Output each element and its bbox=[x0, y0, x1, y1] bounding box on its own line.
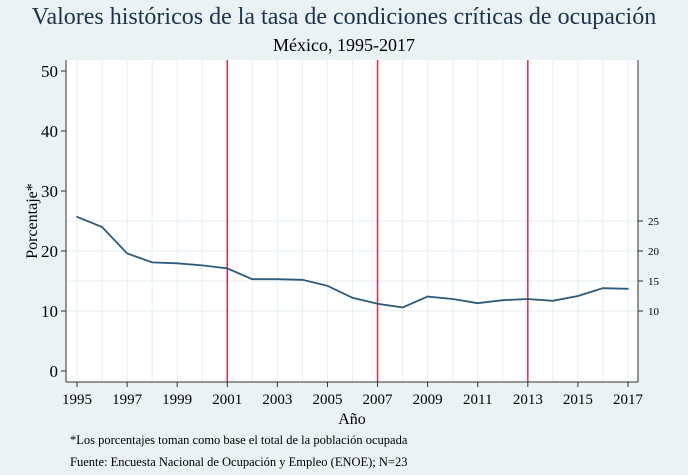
source-note: Fuente: Encuesta Nacional de Ocupación y… bbox=[70, 455, 408, 469]
x-tick-label: 1997 bbox=[112, 392, 143, 408]
data-point bbox=[627, 288, 629, 290]
data-point bbox=[577, 295, 579, 297]
data-point bbox=[501, 299, 504, 302]
y-tick-label-left: 30 bbox=[41, 182, 58, 201]
data-point bbox=[126, 252, 128, 255]
x-tick-label: 2005 bbox=[312, 392, 342, 408]
data-point bbox=[527, 298, 529, 300]
data-point bbox=[602, 287, 604, 290]
y-tick-label-left: 50 bbox=[41, 62, 58, 81]
y-axis-label: Porcentaje* bbox=[24, 183, 41, 259]
footnote: *Los porcentajes toman como base el tota… bbox=[70, 433, 408, 447]
y-tick-label-right: 20 bbox=[648, 246, 660, 258]
data-point bbox=[201, 264, 204, 267]
data-point bbox=[301, 279, 304, 281]
x-axis-label: Año bbox=[338, 411, 366, 428]
data-point bbox=[101, 226, 103, 228]
chart-subtitle: México, 1995-2017 bbox=[273, 35, 415, 55]
x-tick-label: 2009 bbox=[413, 392, 443, 408]
x-tick-label: 2001 bbox=[212, 392, 242, 408]
data-point bbox=[76, 216, 78, 218]
data-point bbox=[251, 278, 254, 281]
y-tick-label-right: 10 bbox=[648, 306, 660, 318]
data-point bbox=[552, 300, 554, 302]
y-tick-label-left: 20 bbox=[41, 242, 58, 261]
x-tick-label: 2015 bbox=[563, 392, 593, 408]
data-point bbox=[376, 303, 379, 305]
data-point bbox=[176, 262, 178, 265]
x-tick-label: 2011 bbox=[463, 392, 492, 408]
y-tick-label-right: 15 bbox=[648, 276, 660, 288]
data-point bbox=[476, 302, 479, 305]
data-point bbox=[326, 285, 329, 287]
data-point bbox=[351, 297, 354, 299]
x-tick-label: 2017 bbox=[613, 392, 644, 408]
y-tick-label-left: 0 bbox=[50, 362, 59, 381]
data-point bbox=[276, 278, 279, 281]
y-tick-label-left: 10 bbox=[41, 302, 58, 321]
x-tick-label: 1999 bbox=[162, 392, 192, 408]
data-point bbox=[226, 267, 229, 270]
y-tick-label-left: 40 bbox=[41, 122, 58, 141]
x-tick-label: 2007 bbox=[363, 392, 394, 408]
data-point bbox=[401, 306, 404, 309]
data-point bbox=[426, 295, 429, 298]
chart-title: Valores históricos de la tasa de condici… bbox=[31, 4, 657, 30]
data-point bbox=[151, 261, 153, 264]
x-tick-label: 1995 bbox=[62, 392, 92, 408]
x-tick-label: 2003 bbox=[262, 392, 292, 408]
data-point bbox=[451, 298, 454, 300]
x-tick-label: 2013 bbox=[513, 392, 543, 408]
y-tick-label-right: 25 bbox=[648, 216, 660, 228]
